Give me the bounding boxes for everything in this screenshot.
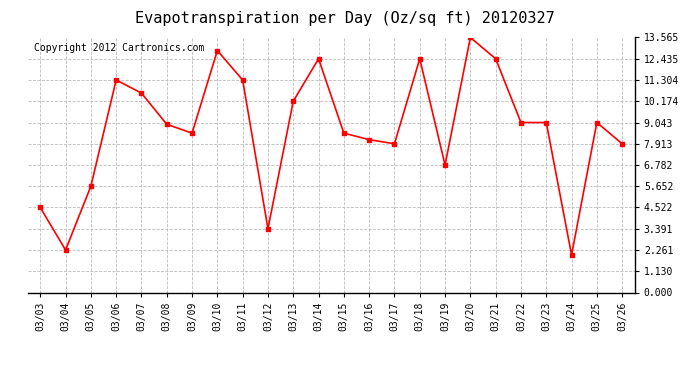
Text: Copyright 2012 Cartronics.com: Copyright 2012 Cartronics.com [34, 43, 204, 52]
Text: Evapotranspiration per Day (Oz/sq ft) 20120327: Evapotranspiration per Day (Oz/sq ft) 20… [135, 11, 555, 26]
